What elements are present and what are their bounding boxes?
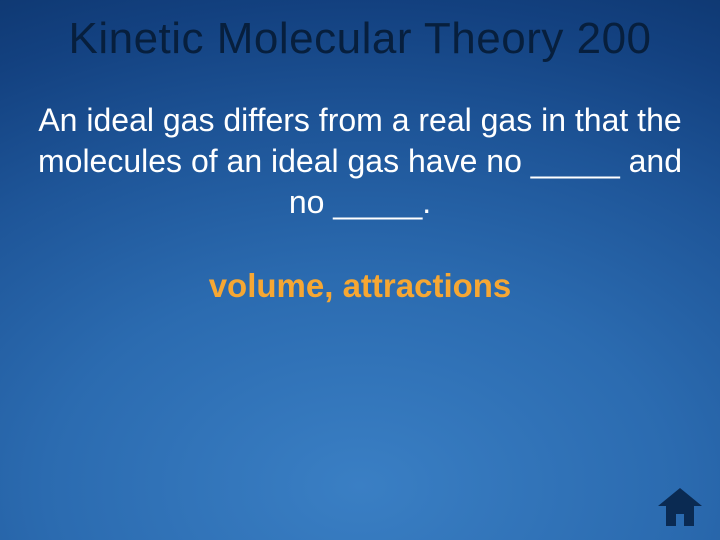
home-button[interactable] (658, 488, 702, 526)
slide-title: Kinetic Molecular Theory 200 (0, 0, 720, 64)
home-icon (658, 488, 702, 526)
slide-answer: volume, attractions (0, 223, 720, 305)
slide-question: An ideal gas differs from a real gas in … (0, 64, 720, 223)
